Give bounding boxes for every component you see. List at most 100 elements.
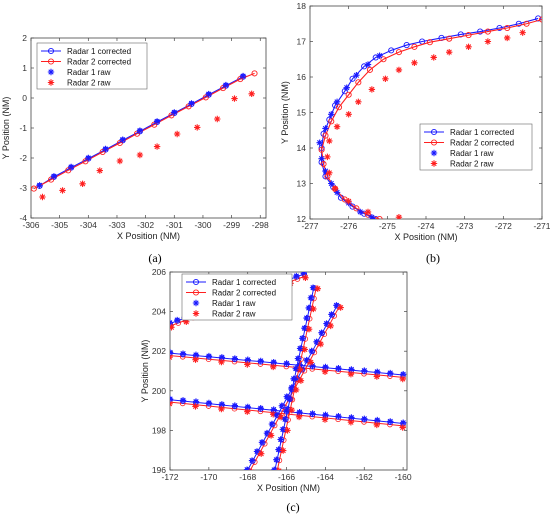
- legend-label: Radar 2 corrected: [67, 58, 131, 67]
- y-axis-label: Y Position (NM): [140, 340, 150, 403]
- radar-2-raw-point: [345, 198, 352, 205]
- track-3-radar-1-raw-point: [303, 356, 310, 364]
- legend-symbol-3-marker: [192, 299, 200, 307]
- x-tick-label: -271: [533, 221, 550, 231]
- y-tick-label: 13: [297, 179, 307, 189]
- radar-2-raw-point: [136, 151, 144, 159]
- y-tick-label: 16: [297, 72, 307, 82]
- track-1-radar-1-raw-point: [218, 354, 226, 361]
- radar-1-raw-point: [85, 154, 92, 162]
- track-1-radar-2-raw-point: [321, 368, 329, 375]
- y-tick-label: 15: [297, 108, 307, 118]
- radar-2-corrected-point: [353, 205, 360, 212]
- track-2-radar-2-raw-point: [321, 416, 329, 423]
- radar-2-corrected-point: [251, 70, 258, 77]
- legend-symbol-1-marker: [430, 128, 438, 136]
- track-1-radar-1-raw-point: [231, 355, 239, 362]
- radar-2-raw-point: [368, 86, 376, 93]
- x-axis-label: X Position (NM): [117, 231, 180, 241]
- track-2-radar-1-raw-point: [270, 406, 277, 413]
- y-tick-label: 200: [152, 386, 166, 396]
- y-tick-label: 1: [22, 63, 27, 73]
- radar-2-raw-point: [382, 75, 389, 82]
- track-3-radar-2-raw-point: [297, 377, 305, 384]
- y-tick-label: 0: [22, 93, 27, 103]
- radar-2-raw-point: [194, 124, 201, 131]
- y-tick-label: 196: [152, 465, 166, 475]
- radar-2-raw-point: [96, 167, 103, 174]
- y-tick-label: 202: [152, 346, 166, 356]
- x-tick-label: -298: [252, 220, 269, 230]
- radar-1-raw-point: [368, 214, 376, 219]
- track-1-radar-1-raw-point: [244, 356, 251, 363]
- track-3-radar-1-raw-point: [318, 329, 325, 336]
- chart-panel-3: -172 -170 -168 -166 -164 -162 -160 196 198 200 202…: [140, 267, 412, 514]
- y-tick-label: 2: [22, 33, 27, 43]
- track-3-radar-2-raw-point: [258, 450, 265, 457]
- radar-2-corrected-point: [318, 146, 325, 153]
- y-axis-label: Y Position (NM): [280, 81, 290, 144]
- radar-2-raw-point: [446, 48, 453, 56]
- track-2-radar-2-raw-point: [295, 413, 303, 421]
- track-3-radar-2-raw-point: [337, 304, 344, 311]
- radar-2-corrected-point: [523, 20, 530, 27]
- radar-1-raw-point: [205, 90, 212, 98]
- track-1-radar-1-raw-point: [270, 358, 277, 366]
- radar-1-raw-point: [333, 189, 341, 196]
- track-1-radar-1-raw-point: [170, 349, 174, 356]
- track-1-radar-1-raw-point: [374, 368, 381, 376]
- radar-2-raw-point: [59, 187, 66, 194]
- track-1-radar-1-raw-point: [192, 351, 200, 359]
- track-1-radar-2-corrected-point: [170, 352, 173, 359]
- radar-1-raw-point: [50, 173, 58, 180]
- radar-2-corrected-point: [355, 79, 362, 86]
- radar-2-corrected-point: [335, 104, 343, 111]
- radar-1-corrected-point: [349, 75, 356, 82]
- radar-2-raw-point: [326, 169, 333, 177]
- track-2-radar-1-raw-point: [192, 398, 200, 405]
- legend-symbol-4-marker: [192, 310, 200, 317]
- track-4-radar-2-corrected-point: [274, 467, 281, 470]
- track-4-radar-1-raw-point: [279, 426, 287, 433]
- legend-symbol-1-marker: [192, 278, 200, 286]
- track-2-radar-1-raw-point: [374, 416, 381, 424]
- track-1-radar-1-raw-point: [205, 352, 213, 360]
- track-1-radar-1-raw-point: [322, 363, 329, 371]
- track-2-radar-2-raw-point: [399, 424, 406, 431]
- track-5-radar-1-raw-point: [300, 272, 307, 277]
- radar-1-raw-point: [328, 111, 335, 118]
- radar-2-corrected-point: [426, 39, 433, 46]
- radar-2-corrected-point: [328, 118, 335, 125]
- y-tick-label: -1: [19, 123, 27, 133]
- radar-2-raw-point: [355, 98, 362, 106]
- legend-symbol-2-marker: [192, 289, 200, 296]
- radar-1-corrected-point: [330, 183, 337, 191]
- track-3-radar-1-raw-point: [263, 429, 271, 437]
- track-2-radar-1-raw-point: [244, 403, 251, 411]
- track-2-radar-1-raw-point: [179, 397, 187, 404]
- track-5-radar-1-raw-point: [293, 272, 300, 280]
- track-2-radar-1-raw-point: [296, 408, 303, 416]
- radar-2-corrected-point: [65, 167, 72, 174]
- x-tick-label: -305: [51, 220, 68, 230]
- radar-2-corrected-point: [116, 139, 123, 147]
- track-4-radar-1-raw-point: [283, 405, 291, 413]
- legend-label: Radar 2 raw: [212, 310, 256, 319]
- x-tick-label: -162: [356, 472, 373, 482]
- x-tick-label: -274: [417, 221, 434, 231]
- track-3-radar-1-raw-point: [308, 347, 315, 355]
- radar-2-corrected-point: [484, 28, 491, 35]
- track-4-radar-1-raw-point: [305, 304, 312, 312]
- y-tick-label: -3: [19, 183, 27, 193]
- track-1-radar-2-raw-point: [270, 363, 277, 371]
- radar-1-raw-point: [318, 155, 325, 162]
- x-tick-label: -164: [317, 472, 334, 482]
- track-5-radar-2-raw-point: [170, 324, 175, 331]
- radar-2-raw-point: [248, 90, 255, 97]
- track-3-radar-1-raw-point: [248, 457, 256, 464]
- x-tick-label: -301: [166, 220, 183, 230]
- radar-2-corrected-point: [504, 24, 511, 32]
- legend-label: Radar 2 corrected: [212, 289, 276, 298]
- track-4-radar-1-corrected-point: [272, 467, 278, 470]
